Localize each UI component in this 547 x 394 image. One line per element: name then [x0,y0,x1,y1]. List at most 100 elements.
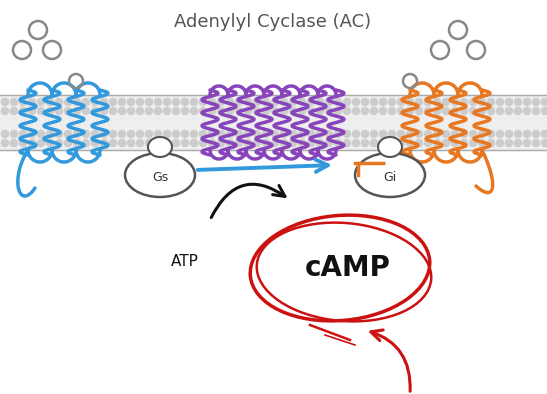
Circle shape [119,130,125,138]
Circle shape [515,98,521,106]
Circle shape [335,98,341,106]
Circle shape [65,130,72,138]
Ellipse shape [125,153,195,197]
Circle shape [253,98,260,106]
Circle shape [20,130,26,138]
Circle shape [299,98,306,106]
Circle shape [497,139,503,147]
Circle shape [154,98,161,106]
Circle shape [137,130,143,138]
Circle shape [380,139,387,147]
Circle shape [424,130,432,138]
Circle shape [469,130,476,138]
Circle shape [416,130,422,138]
Circle shape [523,139,531,147]
Circle shape [101,98,108,106]
Circle shape [91,139,98,147]
Circle shape [182,130,189,138]
Circle shape [245,139,252,147]
Circle shape [109,130,117,138]
Circle shape [109,108,117,115]
Circle shape [127,108,135,115]
Circle shape [83,108,90,115]
Circle shape [208,108,216,115]
Ellipse shape [355,153,425,197]
Circle shape [289,130,296,138]
Circle shape [451,139,458,147]
Circle shape [523,98,531,106]
Circle shape [38,139,44,147]
Circle shape [200,139,207,147]
Circle shape [28,108,36,115]
Circle shape [2,139,9,147]
Circle shape [352,130,359,138]
Circle shape [451,98,458,106]
Text: Adenylyl Cyclase (AC): Adenylyl Cyclase (AC) [174,13,371,31]
Circle shape [479,98,486,106]
Circle shape [434,139,440,147]
Circle shape [236,108,242,115]
Circle shape [505,130,513,138]
Ellipse shape [148,137,172,157]
Circle shape [253,139,260,147]
Circle shape [398,139,404,147]
Circle shape [101,139,108,147]
Circle shape [515,108,521,115]
Circle shape [307,139,315,147]
Circle shape [443,98,450,106]
Circle shape [172,98,179,106]
Circle shape [424,98,432,106]
Circle shape [172,130,179,138]
Circle shape [28,139,36,147]
Circle shape [236,139,242,147]
Circle shape [515,130,521,138]
Circle shape [335,130,341,138]
Circle shape [226,130,234,138]
Circle shape [406,139,414,147]
Circle shape [28,98,36,106]
Circle shape [362,108,369,115]
Circle shape [263,108,270,115]
Circle shape [146,139,153,147]
Circle shape [289,139,296,147]
Circle shape [461,130,468,138]
Circle shape [46,108,54,115]
Circle shape [127,139,135,147]
Circle shape [416,108,422,115]
Circle shape [83,139,90,147]
Circle shape [28,130,36,138]
Circle shape [20,98,26,106]
Circle shape [83,98,90,106]
Circle shape [154,108,161,115]
Circle shape [497,98,503,106]
Circle shape [370,98,377,106]
Circle shape [46,139,54,147]
Circle shape [154,130,161,138]
Circle shape [451,130,458,138]
Circle shape [352,139,359,147]
Circle shape [434,98,440,106]
Circle shape [523,130,531,138]
Circle shape [172,139,179,147]
Circle shape [398,98,404,106]
Circle shape [289,98,296,106]
Circle shape [119,108,125,115]
Circle shape [236,130,242,138]
Circle shape [38,98,44,106]
Circle shape [218,108,224,115]
Circle shape [335,108,341,115]
Circle shape [325,108,333,115]
Circle shape [362,139,369,147]
Circle shape [182,108,189,115]
Circle shape [226,139,234,147]
Circle shape [38,130,44,138]
Circle shape [73,98,80,106]
Circle shape [218,98,224,106]
Circle shape [307,130,315,138]
Circle shape [245,98,252,106]
Circle shape [271,108,278,115]
Circle shape [119,98,125,106]
Text: cAMP: cAMP [305,254,391,282]
Circle shape [164,98,171,106]
Circle shape [146,130,153,138]
